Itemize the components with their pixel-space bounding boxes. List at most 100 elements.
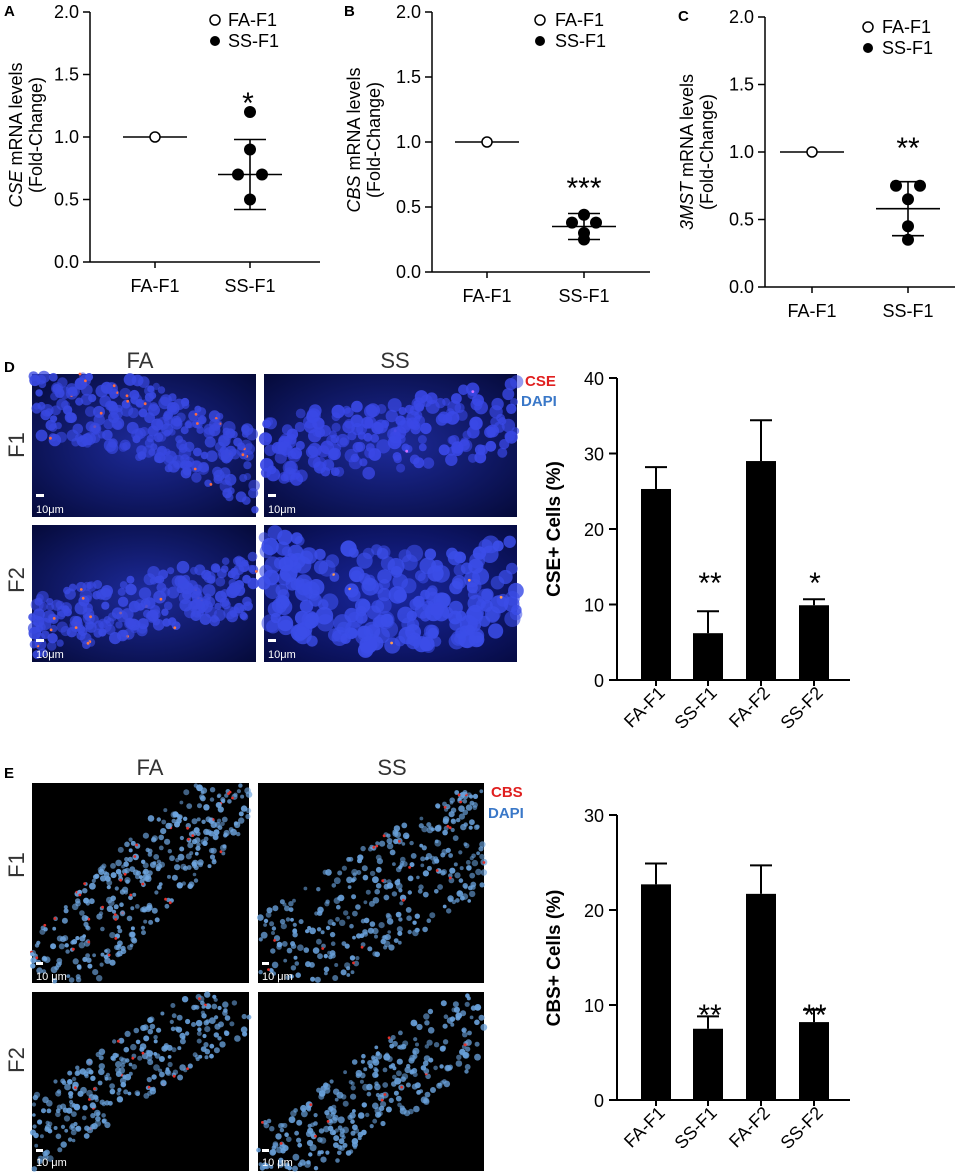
- cell-nucleus: [445, 453, 458, 466]
- cell-nucleus: [185, 1018, 191, 1025]
- cell-nucleus: [472, 805, 478, 811]
- cell-nucleus: [452, 1001, 459, 1008]
- cell-nucleus: [361, 865, 368, 872]
- cell-nucleus: [98, 1063, 106, 1070]
- cell-nucleus: [320, 1085, 326, 1091]
- cell-nucleus: [259, 544, 274, 559]
- cell-nucleus: [62, 935, 69, 942]
- cell-nucleus: [251, 506, 259, 514]
- cell-nucleus: [115, 868, 122, 875]
- cell-nucleus: [63, 908, 69, 914]
- cell-nucleus: [384, 637, 401, 654]
- cell-nucleus: [503, 535, 516, 548]
- cell-nucleus: [398, 917, 403, 922]
- cell-nucleus: [455, 1060, 463, 1067]
- cell-nucleus: [51, 599, 63, 611]
- cell-nucleus: [200, 1046, 207, 1052]
- cell-nucleus: [429, 912, 436, 919]
- stain-signal: [164, 897, 168, 901]
- cell-nucleus: [46, 1100, 53, 1107]
- cell-nucleus: [502, 388, 515, 401]
- cell-nucleus: [417, 572, 429, 584]
- cell-nucleus: [241, 423, 254, 436]
- cell-nucleus: [101, 601, 110, 610]
- cell-nucleus: [192, 872, 197, 877]
- stain-signal: [326, 1120, 330, 1123]
- cell-nucleus: [319, 1150, 324, 1155]
- cell-nucleus: [175, 1026, 183, 1033]
- cell-nucleus: [264, 582, 281, 600]
- chart-d-ytick-label: 30: [584, 445, 604, 465]
- cell-nucleus: [267, 601, 284, 617]
- cell-nucleus: [462, 1031, 468, 1038]
- chart-a: 0.00.51.01.52.0 FA-F1 SS-F1 CSE mRNA leve…: [6, 2, 320, 296]
- chart-d-bar: [641, 488, 671, 680]
- cell-nucleus: [471, 853, 476, 859]
- cell-nucleus: [418, 443, 427, 452]
- cell-nucleus: [450, 827, 455, 833]
- cell-nucleus: [230, 828, 237, 836]
- cell-nucleus: [196, 1038, 202, 1044]
- cell-nucleus: [125, 583, 137, 596]
- cell-nucleus: [117, 1087, 122, 1092]
- cell-nucleus: [372, 927, 379, 935]
- cell-nucleus: [222, 1001, 229, 1008]
- chart-b-legend-open-marker: [534, 14, 546, 26]
- stain-signal: [141, 1051, 145, 1055]
- cell-nucleus: [359, 1072, 366, 1079]
- cell-nucleus: [369, 921, 376, 927]
- cell-nucleus: [160, 394, 172, 406]
- cell-nucleus: [93, 405, 105, 418]
- cell-nucleus: [384, 1052, 390, 1057]
- cell-nucleus: [277, 1161, 284, 1168]
- cell-nucleus: [158, 569, 169, 580]
- cell-nucleus: [375, 841, 380, 846]
- cell-nucleus: [380, 613, 394, 628]
- cell-nucleus: [313, 461, 327, 474]
- chart-c-ytick-label: 0.0: [729, 277, 754, 297]
- cell-nucleus: [294, 535, 305, 546]
- cell-nucleus: [286, 947, 293, 954]
- cell-nucleus: [64, 1128, 69, 1133]
- cell-nucleus: [340, 969, 347, 976]
- cell-nucleus: [422, 891, 429, 898]
- stain-signal: [198, 997, 201, 1000]
- chart-d-significance-ss-f2: *: [809, 567, 821, 600]
- cell-nucleus: [137, 1055, 143, 1061]
- cell-nucleus: [75, 397, 84, 406]
- cell-nucleus: [101, 1113, 106, 1118]
- chart-a-xtick-label: SS-F1: [224, 276, 275, 296]
- cell-nucleus: [485, 440, 497, 452]
- cell-nucleus: [193, 447, 202, 457]
- stain-signal: [186, 1067, 190, 1070]
- cell-nucleus: [37, 370, 51, 384]
- cell-nucleus: [380, 1101, 387, 1108]
- cell-nucleus: [433, 1065, 438, 1071]
- chart-d-ylabel: CSE+ Cells (%): [544, 461, 565, 597]
- cell-nucleus: [316, 938, 322, 945]
- cell-nucleus: [143, 919, 148, 924]
- stain-signal: [387, 1036, 391, 1040]
- cell-nucleus: [284, 905, 290, 912]
- stain-signal: [49, 628, 53, 632]
- cell-nucleus: [443, 1014, 449, 1019]
- cell-nucleus: [239, 604, 247, 612]
- cell-nucleus: [179, 846, 185, 852]
- chart-e-xtick-label: FA-F1: [620, 1103, 669, 1152]
- cell-nucleus: [219, 597, 230, 607]
- cell-nucleus: [416, 1023, 423, 1031]
- cell-nucleus: [479, 882, 485, 888]
- stain-signal: [482, 861, 486, 864]
- chart-d-ytick-label: 40: [584, 369, 604, 389]
- cell-nucleus: [464, 1064, 471, 1070]
- cell-nucleus: [160, 1011, 165, 1016]
- cell-nucleus: [469, 1015, 474, 1020]
- cell-nucleus: [352, 935, 356, 940]
- cell-nucleus: [405, 907, 412, 913]
- cell-nucleus: [279, 899, 285, 905]
- cell-nucleus: [185, 853, 192, 860]
- cell-nucleus: [362, 929, 368, 935]
- cell-nucleus: [194, 851, 199, 856]
- cell-nucleus: [193, 827, 200, 834]
- stain-signal: [381, 879, 385, 883]
